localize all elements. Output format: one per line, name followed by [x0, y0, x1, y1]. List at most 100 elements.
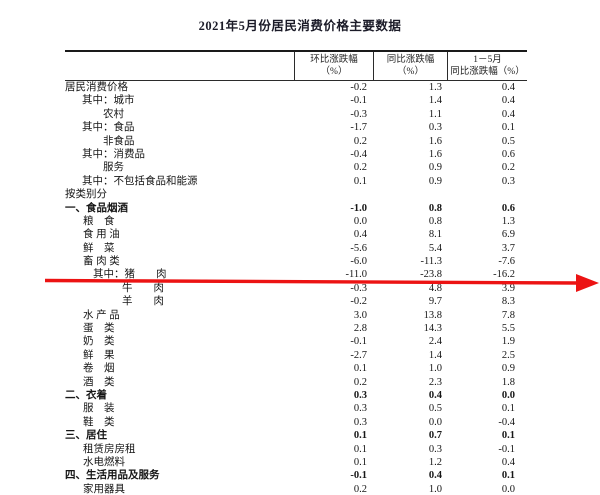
mom-value: -1.0 [350, 202, 367, 214]
ytd-value: 0.4 [501, 95, 515, 107]
mom-value: -6.0 [350, 256, 367, 268]
yoy-value: 4.8 [428, 282, 442, 294]
ytd-value: 0.1 [501, 470, 515, 482]
mom-value: 0.1 [353, 430, 367, 442]
mom-value: 0.1 [353, 443, 367, 455]
column-header-yoy-line1: 同比涨跌幅 [386, 55, 435, 65]
row-label: 农村 [103, 108, 124, 120]
yoy-value: 14.3 [423, 323, 442, 335]
ytd-value: 2.5 [501, 349, 515, 361]
mom-value: 3.0 [353, 309, 367, 321]
ytd-value: 1.8 [501, 376, 515, 388]
ytd-value: 0.2 [501, 162, 515, 174]
table-header-row: 环比涨跌幅 （%） 同比涨跌幅 （%） 1－5月 同比涨跌幅（%） [65, 52, 527, 81]
yoy-value: 1.2 [428, 456, 442, 468]
ytd-value: 1.3 [501, 215, 515, 227]
row-label: 其中：城市 [82, 95, 135, 107]
mom-value: -0.2 [350, 82, 367, 93]
ytd-value: 0.1 [501, 122, 515, 134]
row-label: 租赁房房租 [83, 443, 136, 455]
ytd-value: 3.7 [501, 242, 515, 254]
column-header-ytd-line1: 1－5月 [473, 55, 502, 65]
table-row: 鲜 果 -2.7 1.4 2.5 [65, 349, 527, 362]
mom-value: -11.0 [345, 269, 367, 281]
corner-cell [65, 52, 294, 80]
mom-value: 0.1 [353, 456, 367, 468]
table-row: 奶 类 -0.1 2.4 1.9 [65, 335, 527, 348]
ytd-value: 1.9 [501, 336, 515, 348]
ytd-value: 0.0 [501, 483, 515, 495]
arrow-head-icon [576, 274, 599, 292]
table-row: 服务 0.2 0.9 0.2 [65, 161, 527, 174]
mom-value: -0.2 [350, 296, 367, 308]
table-row: 租赁房房租 0.1 0.3 -0.1 [65, 443, 527, 456]
yoy-value: 1.4 [428, 349, 442, 361]
mom-value: 0.0 [353, 215, 367, 227]
ytd-value: 8.3 [501, 296, 515, 308]
table-row: 畜 肉 类 -6.0 -11.3 -7.6 [65, 255, 527, 268]
page-title: 2021年5月份居民消费价格主要数据 [198, 19, 402, 33]
column-header-ytd: 1－5月 同比涨跌幅（%） [447, 52, 527, 80]
ytd-value: 0.9 [501, 363, 515, 375]
mom-value: -0.3 [350, 108, 367, 120]
row-label: 鲜 果 [83, 349, 115, 361]
mom-value: 0.1 [353, 175, 367, 187]
yoy-value: 0.4 [428, 470, 442, 482]
yoy-value: 0.3 [428, 443, 442, 455]
table-row: 家用器具 0.2 1.0 0.0 [65, 483, 527, 495]
yoy-value: 1.6 [428, 135, 442, 147]
row-label: 其中：猪 肉 [93, 269, 167, 281]
row-label: 奶 类 [83, 336, 115, 348]
mom-value: 2.8 [353, 323, 367, 335]
mom-value: -2.7 [350, 349, 367, 361]
mom-value: 0.2 [353, 135, 367, 147]
ytd-value: 7.8 [501, 309, 515, 321]
yoy-value: 0.3 [428, 122, 442, 134]
row-label: 其中：食品 [82, 122, 135, 134]
yoy-value: 1.1 [428, 108, 442, 120]
mom-value: 0.2 [353, 483, 367, 495]
mom-value: 0.1 [353, 363, 367, 375]
row-label: 粮 食 [83, 215, 115, 227]
row-label: 其中：不包括食品和能源 [82, 175, 198, 187]
table-row: 二、衣着 0.3 0.4 0.0 [65, 389, 527, 402]
yoy-value: -23.8 [420, 269, 442, 281]
table-row: 三、居住 0.1 0.7 0.1 [65, 429, 527, 442]
table-row: 卷 烟 0.1 1.0 0.9 [65, 362, 527, 375]
yoy-value: 2.4 [428, 336, 442, 348]
row-label: 鲜 菜 [83, 242, 115, 254]
ytd-value: 5.5 [501, 323, 515, 335]
table-row: 其中：不包括食品和能源 0.1 0.9 0.3 [65, 175, 527, 188]
mom-value: 0.2 [353, 376, 367, 388]
row-label: 羊 肉 [122, 296, 164, 308]
row-label: 水电燃料 [83, 456, 125, 468]
table-row: 其中：消费品 -0.4 1.6 0.6 [65, 148, 527, 161]
table-row: 鲜 菜 -5.6 5.4 3.7 [65, 242, 527, 255]
row-label: 非食品 [103, 135, 135, 147]
table-row: 鞋 类 0.3 0.0 -0.4 [65, 416, 527, 429]
ytd-value: 0.4 [501, 456, 515, 468]
mom-value: 0.3 [353, 389, 367, 401]
ytd-value: 3.9 [501, 282, 515, 294]
column-header-mom-line1: 环比涨跌幅 [310, 55, 358, 65]
row-label: 服 装 [83, 403, 115, 415]
table-row: 羊 肉 -0.2 9.7 8.3 [65, 295, 527, 308]
yoy-value: 1.4 [428, 95, 442, 107]
column-header-mom: 环比涨跌幅 （%） [294, 52, 373, 80]
mom-value: 0.3 [353, 416, 367, 428]
mom-value: 0.2 [353, 162, 367, 174]
table-row: 牛 肉 -0.3 4.8 3.9 [65, 282, 527, 295]
yoy-value: 0.7 [428, 430, 442, 442]
yoy-value: 0.8 [428, 215, 442, 227]
yoy-value: 0.9 [428, 175, 442, 187]
yoy-value: 8.1 [428, 229, 442, 241]
ytd-value: 0.4 [501, 82, 515, 93]
table-row: 粮 食 0.0 0.8 1.3 [65, 215, 527, 228]
table-row: 水 产 品 3.0 13.8 7.8 [65, 309, 527, 322]
row-label: 三、居住 [65, 430, 107, 442]
table-row: 一、食品烟酒 -1.0 0.8 0.6 [65, 202, 527, 215]
column-header-ytd-line2: 同比涨跌幅（%） [450, 66, 525, 77]
ytd-value: -0.1 [498, 443, 515, 455]
table-row: 服 装 0.3 0.5 0.1 [65, 402, 527, 415]
